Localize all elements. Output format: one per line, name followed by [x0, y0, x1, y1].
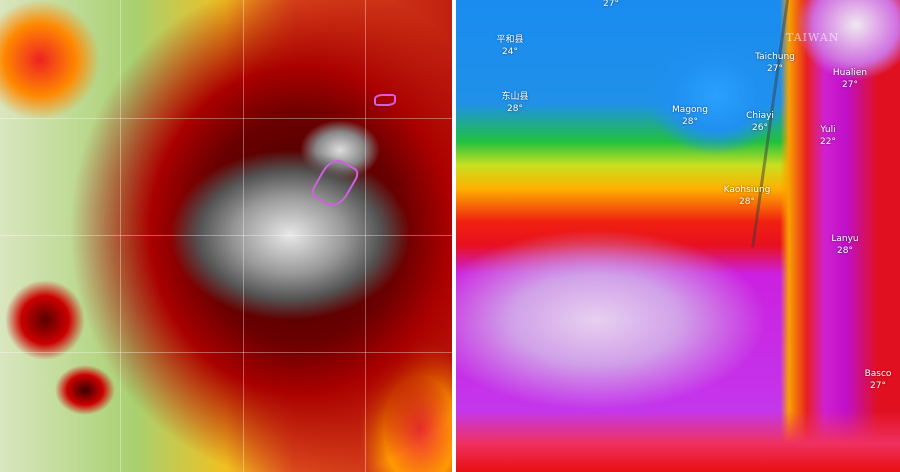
island-outline [308, 154, 362, 212]
grid-line [120, 0, 121, 472]
region-label: TAIWAN [786, 31, 840, 44]
island-outline [374, 94, 396, 106]
city-label: Taichung 27° [755, 52, 795, 74]
grid-line [365, 0, 366, 472]
city-label: Magong 28° [672, 105, 708, 127]
satellite-infrared-image [0, 0, 452, 472]
city-label: Yuli 22° [820, 125, 836, 147]
panel-divider [452, 0, 456, 472]
grid-line [0, 235, 452, 236]
temperature-map: TAIWAN 27° 平和县 24° 东山县 28° Magong 28° Taich… [456, 0, 900, 472]
city-label: Basco 27° [864, 369, 892, 391]
grid-line [0, 118, 452, 119]
city-label: 东山县 28° [501, 92, 529, 114]
grid-line [243, 0, 244, 472]
city-label: Chiayi 26° [746, 111, 774, 133]
city-label: 27° [603, 0, 619, 9]
city-label: 平和县 24° [496, 35, 524, 57]
city-label: Hualien 27° [832, 68, 868, 90]
city-label: Lanyu 28° [831, 234, 859, 256]
city-label: Kaohsiung 28° [723, 185, 771, 207]
grid-line [0, 352, 452, 353]
